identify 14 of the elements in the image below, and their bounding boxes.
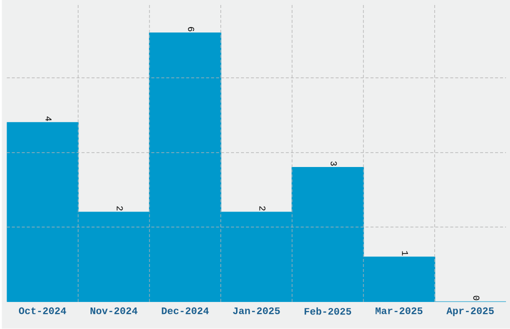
x-tick-label: Apr-2025 <box>446 307 494 316</box>
data-label: 1 <box>402 251 408 256</box>
data-label: 6 <box>188 27 194 32</box>
x-tick-label: Jan-2025 <box>233 307 280 314</box>
data-label: 4 <box>46 116 52 122</box>
x-tick-label: Dec-2024 <box>162 307 209 314</box>
x-tick-label: Feb-2025 <box>304 308 352 315</box>
data-label: 0 <box>473 296 480 300</box>
data-label: 3 <box>330 162 337 166</box>
data-label: 2 <box>116 206 123 211</box>
x-tick-label: Oct-2024 <box>18 307 66 314</box>
x-tick-label: Nov-2024 <box>90 307 138 314</box>
x-tick-label: Mar-2025 <box>376 307 422 314</box>
data-label: 2 <box>259 206 266 211</box>
